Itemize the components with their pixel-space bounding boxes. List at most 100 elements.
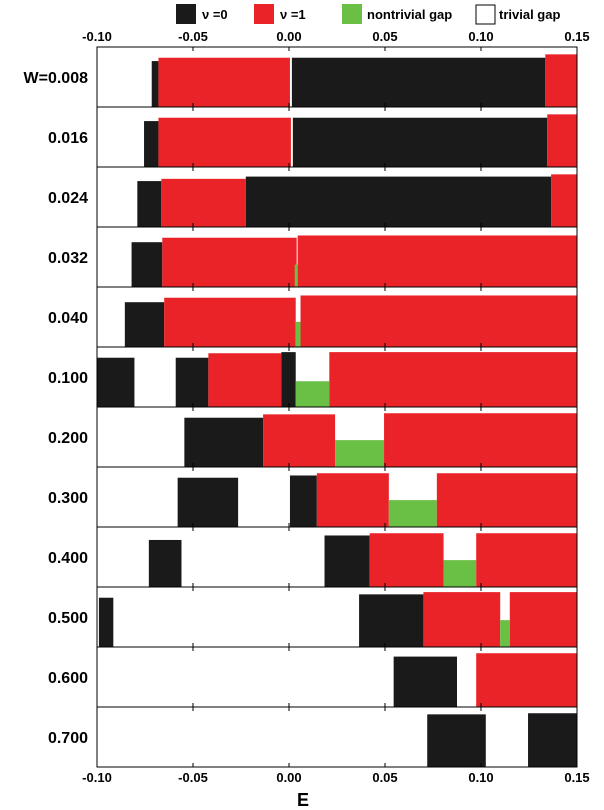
- panel: 0.024: [48, 166, 578, 228]
- bar-ntgap: [294, 264, 298, 287]
- bar-nu1: [297, 235, 577, 287]
- bar-nu0: [393, 656, 457, 707]
- x-axis-label: E: [297, 790, 309, 810]
- bottom-tick-label: 0.10: [468, 770, 493, 785]
- panel: 0.016: [48, 106, 578, 168]
- top-tick-label: 0.15: [564, 29, 589, 44]
- panel: 0.400: [48, 526, 578, 588]
- bar-nu0: [427, 714, 486, 767]
- bar-nu0: [98, 597, 114, 647]
- panel: 0.200: [48, 406, 578, 468]
- panel-label: 0.300: [48, 490, 88, 507]
- bar-nu1: [158, 117, 291, 167]
- bottom-tick-label: -0.05: [178, 770, 208, 785]
- bar-nu1: [551, 174, 577, 227]
- panel-label: 0.032: [48, 250, 88, 267]
- top-tick-label: 0.05: [372, 29, 397, 44]
- bar-nu1: [208, 353, 282, 407]
- panel-label: 0.600: [48, 670, 88, 687]
- legend-label-nu1: ν =1: [280, 7, 306, 22]
- legend-label-ntgap: nontrivial gap: [367, 7, 452, 22]
- bar-nu1: [158, 57, 290, 107]
- panel: 0.032: [48, 226, 578, 288]
- bar-nu1: [436, 473, 577, 527]
- bar-nu0: [359, 594, 424, 647]
- panel-label: 0.400: [48, 550, 88, 567]
- panel-label: 0.700: [48, 730, 88, 747]
- bottom-axis: -0.10 -0.05 0.00 0.05 0.10 0.15: [82, 770, 589, 785]
- panels: W=0.008 0.016 0.024 0.032 0.040 0.100 0.200 0.3…: [24, 46, 578, 768]
- bar-nu0: [151, 61, 159, 107]
- bottom-tick-label: -0.10: [82, 770, 112, 785]
- bar-nu1: [423, 592, 501, 647]
- panel-label: W=0.008: [24, 70, 89, 87]
- bar-nu1: [545, 54, 577, 107]
- top-tick-label: 0.10: [468, 29, 493, 44]
- legend-label-nu0: ν =0: [202, 7, 228, 22]
- legend-swatch-nu1: [254, 4, 274, 24]
- bar-nu0: [131, 242, 163, 287]
- bar-nu1: [316, 473, 389, 527]
- bar-nu0: [124, 302, 165, 347]
- panel: 0.500: [48, 586, 578, 648]
- panel: 0.300: [48, 466, 578, 528]
- panel: W=0.008: [24, 46, 578, 108]
- panel-label: 0.016: [48, 130, 88, 147]
- bar-nu0: [144, 121, 159, 167]
- bar-nu0: [324, 535, 370, 587]
- bar-nu1: [162, 237, 297, 287]
- panel-frame: [96, 706, 578, 768]
- bar-ntgap: [335, 440, 385, 467]
- panel: 0.100: [48, 346, 578, 408]
- legend: ν =0 ν =1 nontrivial gap trivial gap: [176, 4, 560, 25]
- bar-nu0: [175, 357, 209, 407]
- bar-nu1: [547, 114, 577, 167]
- bar-nu0: [289, 475, 317, 527]
- top-tick-label: -0.05: [178, 29, 208, 44]
- bar-ntgap: [443, 560, 477, 587]
- bar-ntgap: [295, 381, 330, 407]
- bar-nu0: [245, 176, 552, 227]
- bar-nu1: [384, 413, 577, 467]
- bottom-tick-label: 0.15: [564, 770, 589, 785]
- bar-nu0: [281, 352, 296, 407]
- panel-label: 0.040: [48, 310, 88, 327]
- panel: 0.600: [48, 646, 578, 708]
- bottom-tick-label: 0.00: [276, 770, 301, 785]
- top-tick-label: 0.00: [276, 29, 301, 44]
- bar-nu0: [184, 417, 264, 467]
- bar-nu1: [476, 653, 577, 707]
- bar-nu0: [291, 57, 546, 107]
- bar-nu0: [137, 181, 162, 227]
- bar-nu1: [509, 592, 577, 647]
- top-axis: -0.10 -0.05 0.00 0.05 0.10 0.15: [82, 29, 589, 44]
- bar-ntgap: [500, 620, 510, 647]
- panel-label: 0.024: [48, 190, 88, 207]
- panel-label: 0.200: [48, 430, 88, 447]
- bar-nu1: [329, 352, 577, 407]
- bar-nu1: [161, 178, 246, 227]
- bar-ntgap: [388, 500, 437, 527]
- top-tick-label: -0.10: [82, 29, 112, 44]
- panel-label: 0.100: [48, 370, 88, 387]
- bar-nu0: [97, 357, 135, 407]
- legend-swatch-nu0: [176, 4, 196, 24]
- legend-swatch-ntgap: [342, 4, 362, 24]
- bar-ntgap: [295, 321, 301, 347]
- bar-nu1: [263, 414, 336, 467]
- bar-nu0: [528, 713, 577, 767]
- bar-nu1: [476, 533, 577, 587]
- bar-nu1: [369, 533, 444, 587]
- legend-swatch-tgap: [475, 4, 496, 25]
- bottom-tick-label: 0.05: [372, 770, 397, 785]
- panel-label: 0.500: [48, 610, 88, 627]
- bar-nu0: [148, 539, 182, 587]
- bar-nu0: [292, 117, 548, 167]
- legend-label-tgap: trivial gap: [499, 7, 560, 22]
- bar-nu1: [164, 297, 296, 347]
- panel: 0.040: [48, 286, 578, 348]
- bar-nu0: [177, 477, 239, 527]
- bar-nu1: [300, 295, 577, 347]
- panel: 0.700: [48, 706, 578, 768]
